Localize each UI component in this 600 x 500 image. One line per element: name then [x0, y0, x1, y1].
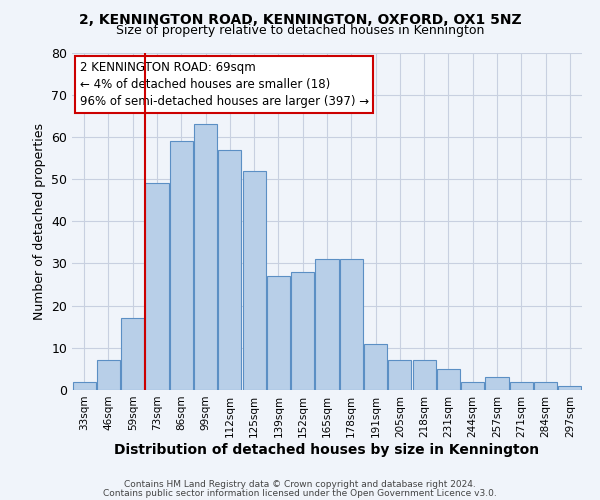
Bar	[388, 360, 412, 390]
Bar	[559, 386, 581, 390]
Text: 2, KENNINGTON ROAD, KENNINGTON, OXFORD, OX1 5NZ: 2, KENNINGTON ROAD, KENNINGTON, OXFORD, …	[79, 12, 521, 26]
Bar	[170, 141, 193, 390]
Bar	[534, 382, 557, 390]
Bar	[340, 259, 363, 390]
Bar	[97, 360, 120, 390]
Text: Contains HM Land Registry data © Crown copyright and database right 2024.: Contains HM Land Registry data © Crown c…	[124, 480, 476, 489]
Bar	[73, 382, 95, 390]
X-axis label: Distribution of detached houses by size in Kennington: Distribution of detached houses by size …	[115, 442, 539, 456]
Bar	[242, 170, 266, 390]
Bar	[145, 184, 169, 390]
Bar	[194, 124, 217, 390]
Bar	[437, 369, 460, 390]
Bar	[413, 360, 436, 390]
Y-axis label: Number of detached properties: Number of detached properties	[32, 122, 46, 320]
Text: 2 KENNINGTON ROAD: 69sqm
← 4% of detached houses are smaller (18)
96% of semi-de: 2 KENNINGTON ROAD: 69sqm ← 4% of detache…	[80, 61, 369, 108]
Bar	[316, 259, 338, 390]
Bar	[461, 382, 484, 390]
Bar	[485, 378, 509, 390]
Bar	[121, 318, 144, 390]
Bar	[218, 150, 241, 390]
Bar	[364, 344, 387, 390]
Text: Size of property relative to detached houses in Kennington: Size of property relative to detached ho…	[116, 24, 484, 37]
Bar	[291, 272, 314, 390]
Bar	[267, 276, 290, 390]
Text: Contains public sector information licensed under the Open Government Licence v3: Contains public sector information licen…	[103, 488, 497, 498]
Bar	[510, 382, 533, 390]
